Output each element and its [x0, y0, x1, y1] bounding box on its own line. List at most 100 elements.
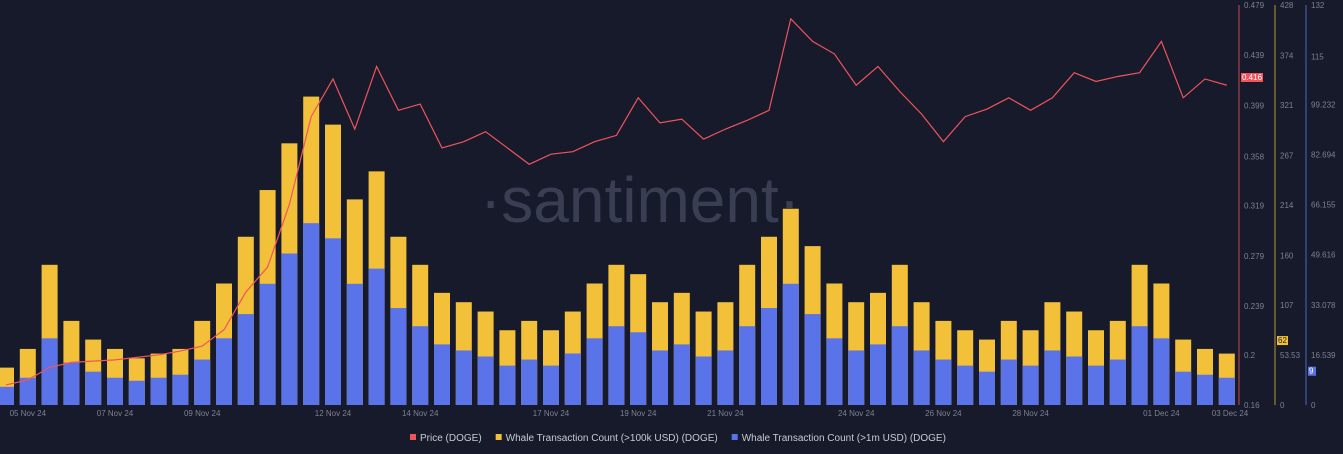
whale-1m-bar: [41, 338, 58, 405]
price-current-value: 0.416: [1242, 73, 1263, 82]
whale-1m-bar: [63, 362, 80, 405]
whale-1m-bar: [412, 326, 429, 405]
whale-1m-bar: [543, 365, 559, 405]
x-tick-label: 03 Dec 24: [1212, 409, 1249, 418]
w100k-tick-label: 374: [1280, 51, 1294, 60]
whale-1m-bar: [673, 344, 690, 405]
w100k-tick-label: 53.53: [1280, 351, 1301, 360]
price-tick-label: 0.239: [1244, 302, 1265, 311]
whale-1m-bar: [870, 344, 886, 405]
whale-1m-bar: [521, 359, 538, 405]
whale-1m-bar: [652, 350, 668, 405]
whale-1m-bar: [368, 268, 385, 405]
x-tick-label: 17 Nov 24: [533, 409, 570, 418]
whale-1m-bar: [1218, 377, 1235, 405]
price-tick-label: 0.479: [1244, 1, 1265, 10]
whale-1m-bar: [1175, 371, 1192, 405]
w100k-tick-label: 214: [1280, 201, 1294, 210]
whale-1m-bar: [848, 350, 865, 405]
w1m-tick-label: 132: [1311, 1, 1325, 10]
w1m-tick-label: 49.616: [1311, 251, 1336, 260]
w1m-tick-label: 82.694: [1311, 150, 1336, 159]
legend-swatch: [495, 434, 502, 440]
price-tick-label: 0.2: [1244, 351, 1256, 360]
whale-1m-bar: [1044, 350, 1061, 405]
whale-1m-bar: [303, 223, 320, 405]
whale-1m-bar: [804, 314, 821, 405]
whale-1m-bar: [0, 386, 14, 405]
whale-1m-bar: [346, 283, 363, 405]
w1m-tick-label: 0: [1311, 401, 1316, 410]
w100k-tick-label: 321: [1280, 101, 1294, 110]
whale-1m-bar: [281, 253, 298, 405]
x-tick-label: 05 Nov 24: [10, 409, 47, 418]
w1m-tick-label: 16.539: [1311, 351, 1336, 360]
whale-1m-bar: [891, 326, 908, 405]
whale-1m-bar: [259, 283, 276, 405]
whale-1m-bar: [455, 350, 472, 405]
whale-1m-bar: [739, 326, 756, 405]
axes: 0.16 0.2 0.239 0.279 0.319 0.358 0.399 0.439 0.4…: [1238, 1, 1336, 410]
x-tick-label: 01 Dec 24: [1143, 409, 1180, 418]
whale-1m-bar: [85, 371, 102, 405]
whale-1m-bar: [1197, 374, 1213, 405]
legend-label: Whale Transaction Count (>1m USD) (DOGE): [742, 433, 946, 444]
price-tick-label: 0.279: [1244, 252, 1265, 261]
w1m-tick-label: 115: [1311, 53, 1324, 62]
whale-1m-bar: [957, 365, 974, 405]
w1m-current-badge: [1308, 366, 1316, 376]
x-tick-label: 14 Nov 24: [402, 409, 439, 418]
whale-1m-bar: [499, 365, 516, 405]
x-tick-label: 24 Nov 24: [838, 409, 875, 418]
whale-1m-bar: [107, 377, 123, 405]
whale-1m-bar: [390, 308, 407, 405]
w100k-current-value: 62: [1278, 336, 1287, 345]
whale-1m-bar: [128, 380, 145, 405]
whale-1m-bar: [237, 314, 254, 405]
whale-1m-bar: [608, 326, 625, 405]
price-tick-label: 0.319: [1244, 202, 1265, 211]
whale-1m-bar: [586, 338, 603, 405]
whale-1m-bar: [1153, 338, 1170, 405]
x-tick-label: 19 Nov 24: [620, 409, 657, 418]
legend: Price (DOGE) Whale Transaction Count (>10…: [410, 433, 946, 444]
whale-1m-bar: [630, 332, 647, 405]
x-axis: 05 Nov 24 07 Nov 24 09 Nov 24 12 Nov 24 14 N…: [10, 409, 1249, 418]
whale-1m-bar: [150, 377, 167, 405]
price-line-group: [5, 17, 1227, 386]
w100k-tick-label: 107: [1280, 301, 1294, 310]
w100k-tick-label: 160: [1280, 251, 1294, 260]
whale-1m-bar: [1131, 326, 1148, 405]
w1m-tick-label: 99.232: [1311, 100, 1336, 109]
whale-1m-bar: [564, 353, 581, 405]
price-tick-label: 0.358: [1244, 153, 1265, 162]
w1m-tick-label: 33.078: [1311, 301, 1336, 310]
whale-1m-bar: [19, 377, 36, 405]
whale-1m-bar: [1066, 356, 1083, 405]
w100k-tick-label: 428: [1280, 1, 1294, 10]
price-current-badge: [1241, 72, 1263, 82]
legend-label: Price (DOGE): [420, 433, 482, 444]
whale-1m-bar: [913, 350, 930, 405]
whale-1m-bar: [172, 374, 189, 405]
whale-1m-bar: [325, 238, 341, 405]
whale-1m-bars: [0, 223, 1235, 405]
x-tick-label: 21 Nov 24: [707, 409, 744, 418]
whale-1m-bar: [782, 283, 799, 405]
whale-1m-bar: [935, 359, 952, 405]
whale-1m-bar: [979, 371, 995, 405]
whale-1m-bar: [194, 359, 211, 405]
whale-1m-bar: [1109, 359, 1126, 405]
legend-swatch: [410, 434, 416, 440]
legend-swatch: [731, 434, 738, 440]
whale-1m-bar: [826, 338, 843, 405]
whale-1m-bar: [695, 356, 712, 405]
x-tick-label: 12 Nov 24: [315, 409, 352, 418]
whale-1m-bar: [761, 308, 777, 405]
whale-1m-bar: [1088, 365, 1104, 405]
whale-1m-bar: [216, 338, 232, 405]
whale-1m-bar: [477, 356, 494, 405]
x-tick-label: 28 Nov 24: [1012, 409, 1049, 418]
price-tick-label: 0.399: [1244, 101, 1265, 110]
